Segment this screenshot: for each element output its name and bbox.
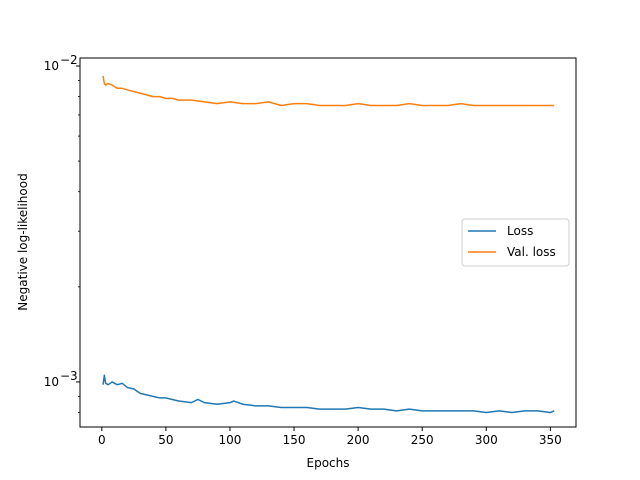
y-axis: 10−310−2 — [44, 53, 80, 413]
y-axis-label: Negative log-likelihood — [16, 173, 30, 310]
series-line-2 — [102, 75, 555, 107]
plot-area — [102, 75, 555, 414]
y-tick-label: 10 — [44, 59, 59, 73]
x-tick-label: 350 — [539, 433, 562, 447]
x-tick-label: 200 — [347, 433, 370, 447]
y-tick-exponent: −3 — [60, 369, 78, 383]
x-tick-label: 300 — [475, 433, 498, 447]
legend-label: Val. loss — [507, 245, 556, 259]
x-axis-label: Epochs — [307, 456, 350, 470]
y-tick-exponent: −2 — [60, 53, 78, 67]
x-tick-label: 250 — [411, 433, 434, 447]
y-tick-label: 10 — [44, 375, 59, 389]
axes-frame — [79, 57, 577, 428]
x-tick-label: 100 — [219, 433, 242, 447]
x-tick-label: 50 — [158, 433, 173, 447]
x-tick-label: 150 — [283, 433, 306, 447]
x-axis: 0 50 100 150 200 250 300 350 — [98, 427, 562, 447]
x-tick-label: 0 — [98, 433, 106, 447]
series-line-1 — [102, 374, 555, 414]
legend-label: Loss — [507, 224, 533, 238]
legend: Loss Val. loss — [461, 218, 570, 267]
